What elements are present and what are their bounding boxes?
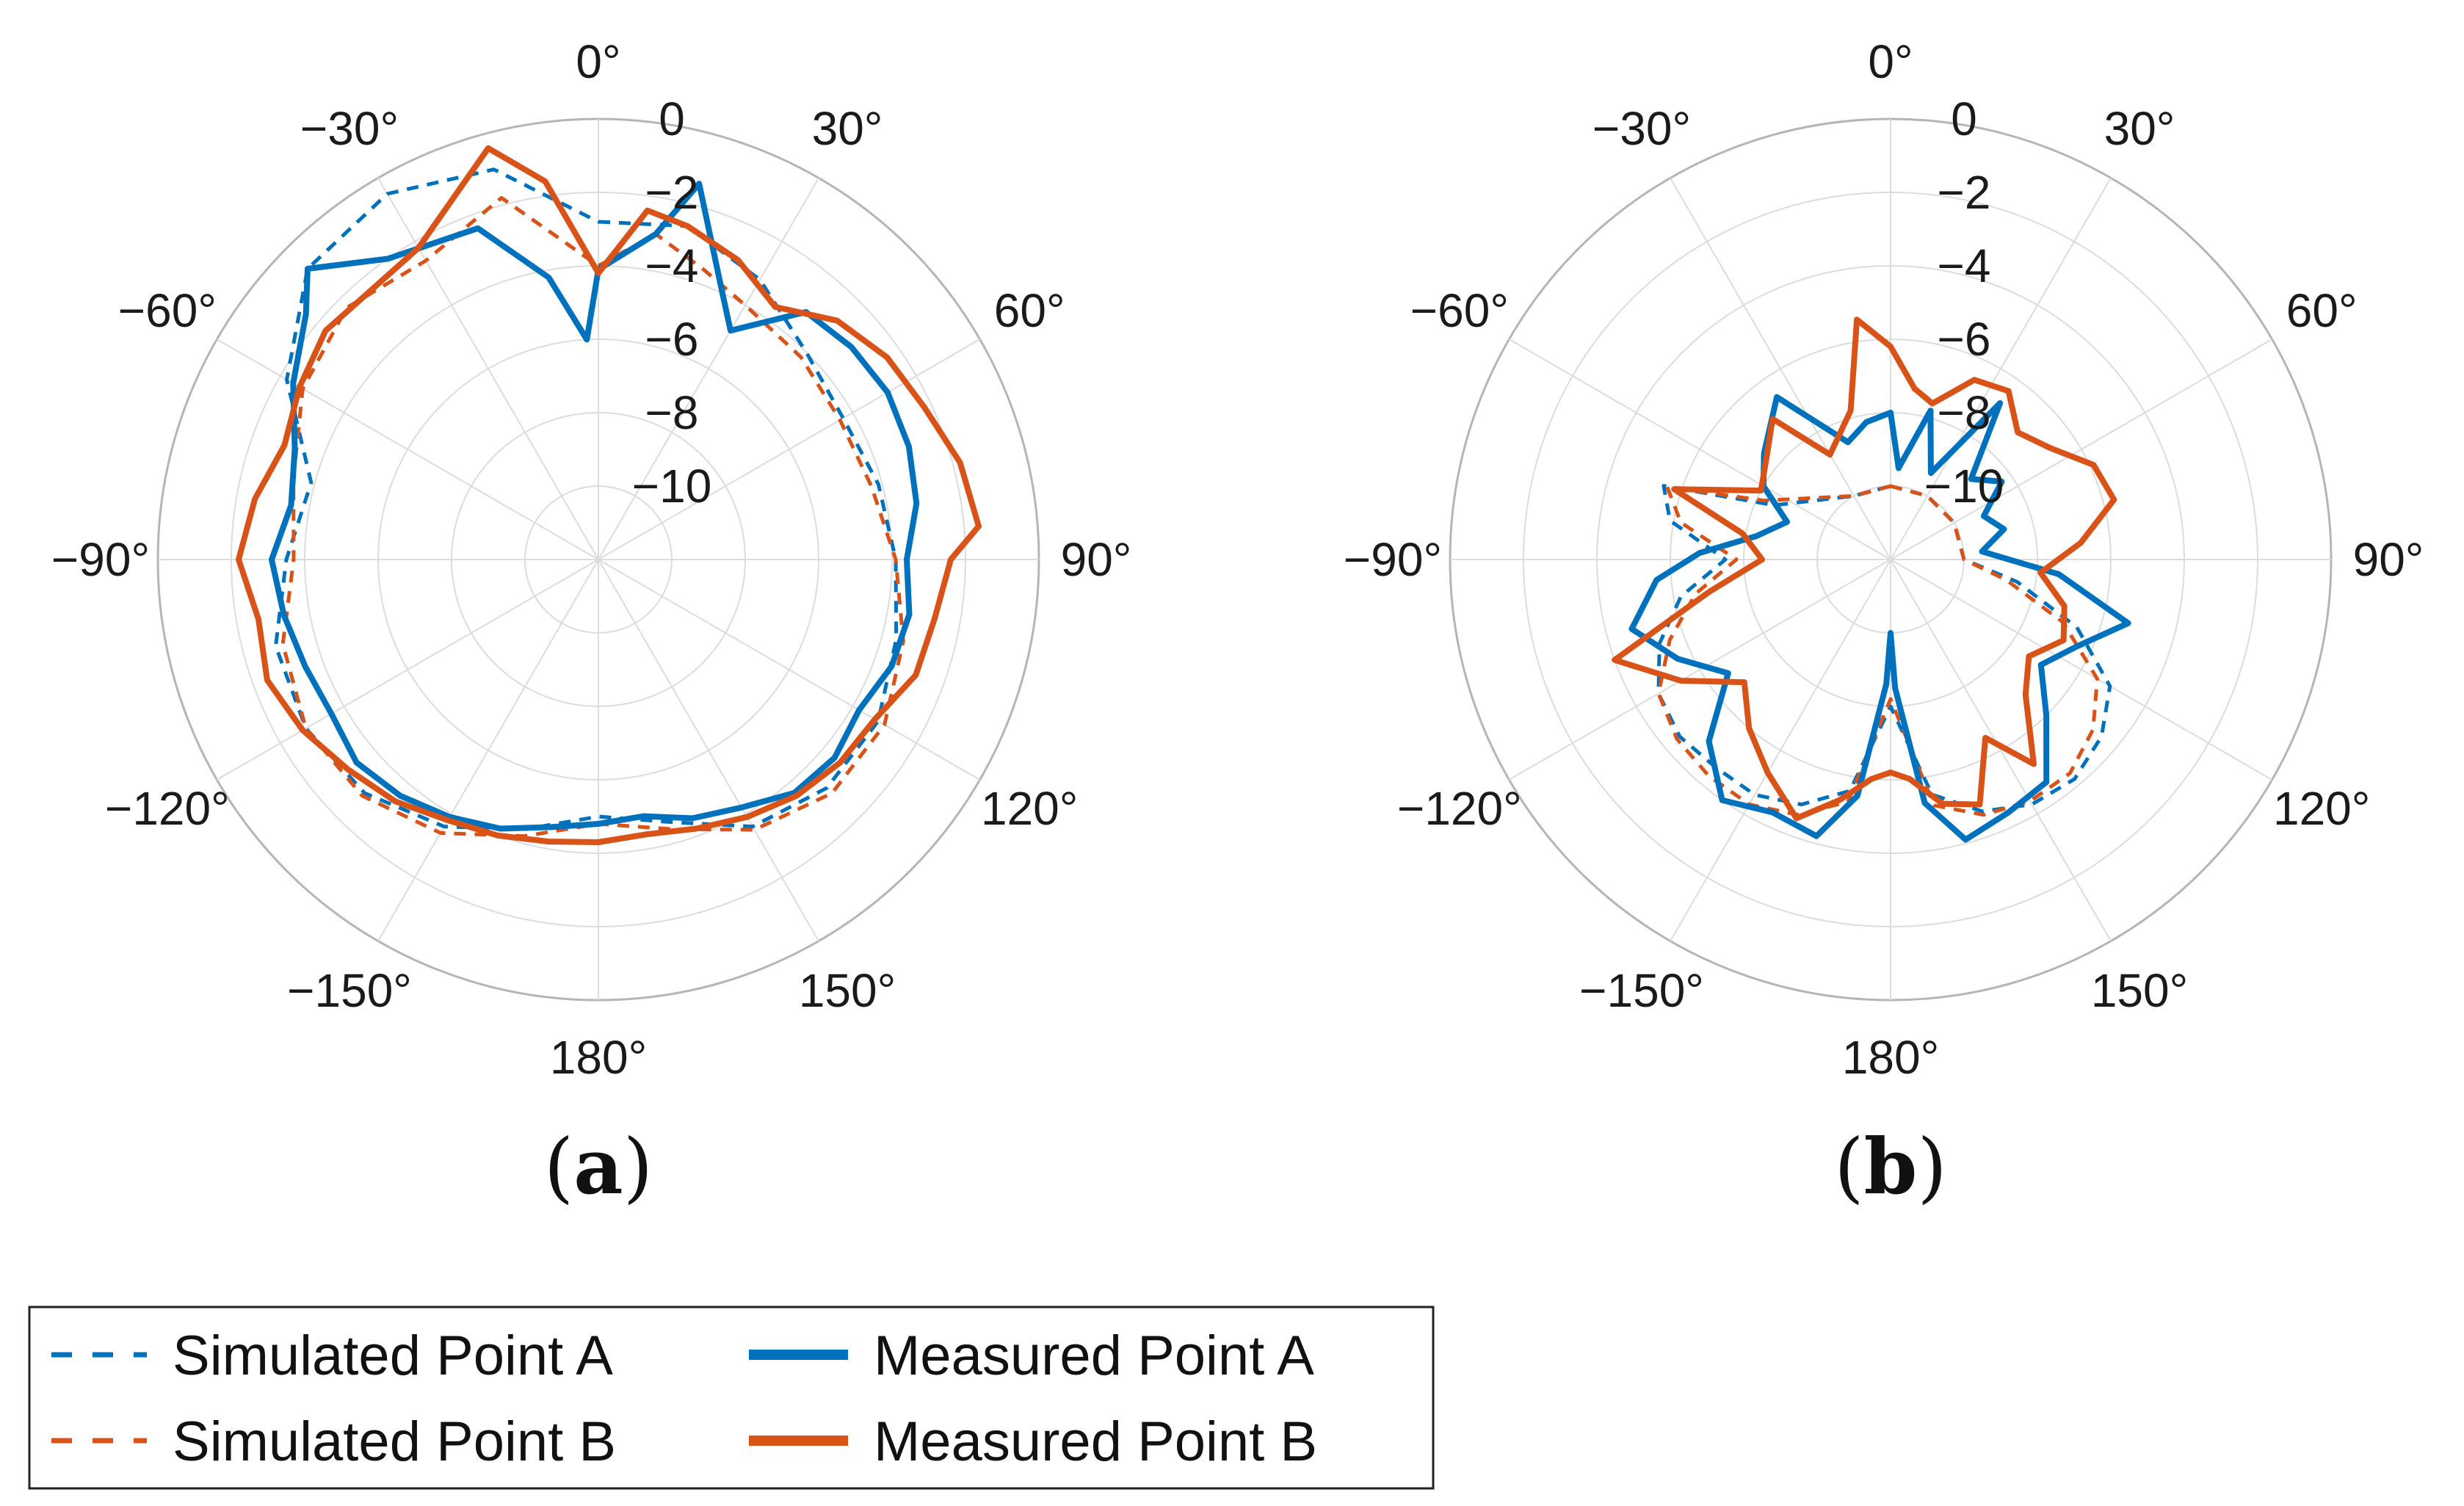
theta-tick-label: 90° [2353,533,2424,586]
series-measured-point-a [1628,394,2131,843]
grid-spoke [598,559,981,781]
legend-label-simulated-b: Simulated Point B [173,1411,616,1473]
theta-tick-label: −150° [1579,964,1704,1017]
panel-label-b: (b) [1834,1121,1947,1212]
series-simulated-point-a [1656,484,2112,814]
theta-tick-label: −30° [1592,102,1691,155]
series-simulated-point-b [280,195,905,839]
r-tick-label: 0 [659,93,685,145]
r-tick-label: −10 [1924,460,2004,513]
legend-label-simulated-a: Simulated Point A [173,1325,613,1387]
series-simulated-point-a [274,167,899,831]
r-tick-label: 0 [1951,93,1977,145]
theta-tick-label: 120° [2273,782,2370,835]
theta-tick-label: 0° [1868,35,1913,88]
grid-spoke [216,559,599,781]
grid-spoke [377,559,599,942]
grid-spoke [1670,177,1891,560]
r-tick-label: −10 [632,460,712,513]
grid-spoke [1890,339,2273,560]
theta-tick-label: 150° [799,964,896,1017]
r-tick-label: −2 [645,166,699,219]
grid-spoke [377,177,599,560]
theta-tick-label: −90° [1344,533,1442,586]
theta-tick-label: 0° [576,35,620,88]
theta-tick-label: −60° [1410,284,1509,337]
panel-label-a: (a) [544,1121,653,1212]
theta-tick-label: 60° [994,284,1065,337]
grid-spoke [1670,559,1891,942]
r-tick-label: −6 [645,313,699,366]
theta-tick-label: −120° [1397,782,1522,835]
theta-tick-label: 180° [1842,1031,1939,1084]
legend-label-measured-a: Measured Point A [874,1325,1314,1387]
theta-tick-label: 150° [2091,964,2188,1017]
theta-tick-label: 120° [981,782,1078,835]
grid-spoke [598,559,819,942]
theta-tick-label: 90° [1061,533,1132,586]
series-measured-point-a [269,181,920,832]
theta-tick-label: 30° [2104,102,2175,155]
theta-tick-label: 60° [2286,284,2358,337]
grid-spoke [1890,559,2273,781]
theta-tick-label: 30° [812,102,883,155]
legend: Simulated Point A Measured Point A Simul… [28,1306,1435,1490]
series-measured-point-b [236,145,982,845]
theta-tick-label: 180° [550,1031,647,1084]
grid-spoke [216,339,599,560]
grid-spoke [1508,339,1891,560]
r-tick-label: −8 [645,386,699,439]
polar-chart-a: 0 −2 −4 −6 −8 −10 0° 30° 60° 90° 120° 150° 180° −150°… [51,35,1131,1084]
grid-spoke [1890,559,2112,942]
r-tick-label: −4 [1938,239,1991,292]
theta-tick-label: −60° [118,284,217,337]
grid-spoke [598,177,819,560]
grid-spoke [1890,177,2112,560]
legend-label-measured-b: Measured Point B [874,1411,1317,1473]
theta-tick-label: −150° [287,964,412,1017]
r-tick-label: −4 [645,239,699,292]
legend-box [28,1306,1435,1490]
series-measured-point-b [1612,316,2117,822]
theta-tick-label: −120° [105,782,230,835]
r-tick-label: −6 [1938,313,1991,366]
polar-chart-b: 0 −2 −4 −6 −8 −10 0° 30° 60° 90° 120° 150° 180° −150°… [1344,35,2424,1084]
theta-tick-label: −90° [51,533,150,586]
r-tick-label: −2 [1938,166,1991,219]
grid-spoke [598,339,981,560]
r-tick-label: −8 [1938,386,1991,439]
grid-spoke [1508,559,1891,781]
theta-tick-label: −30° [300,102,399,155]
